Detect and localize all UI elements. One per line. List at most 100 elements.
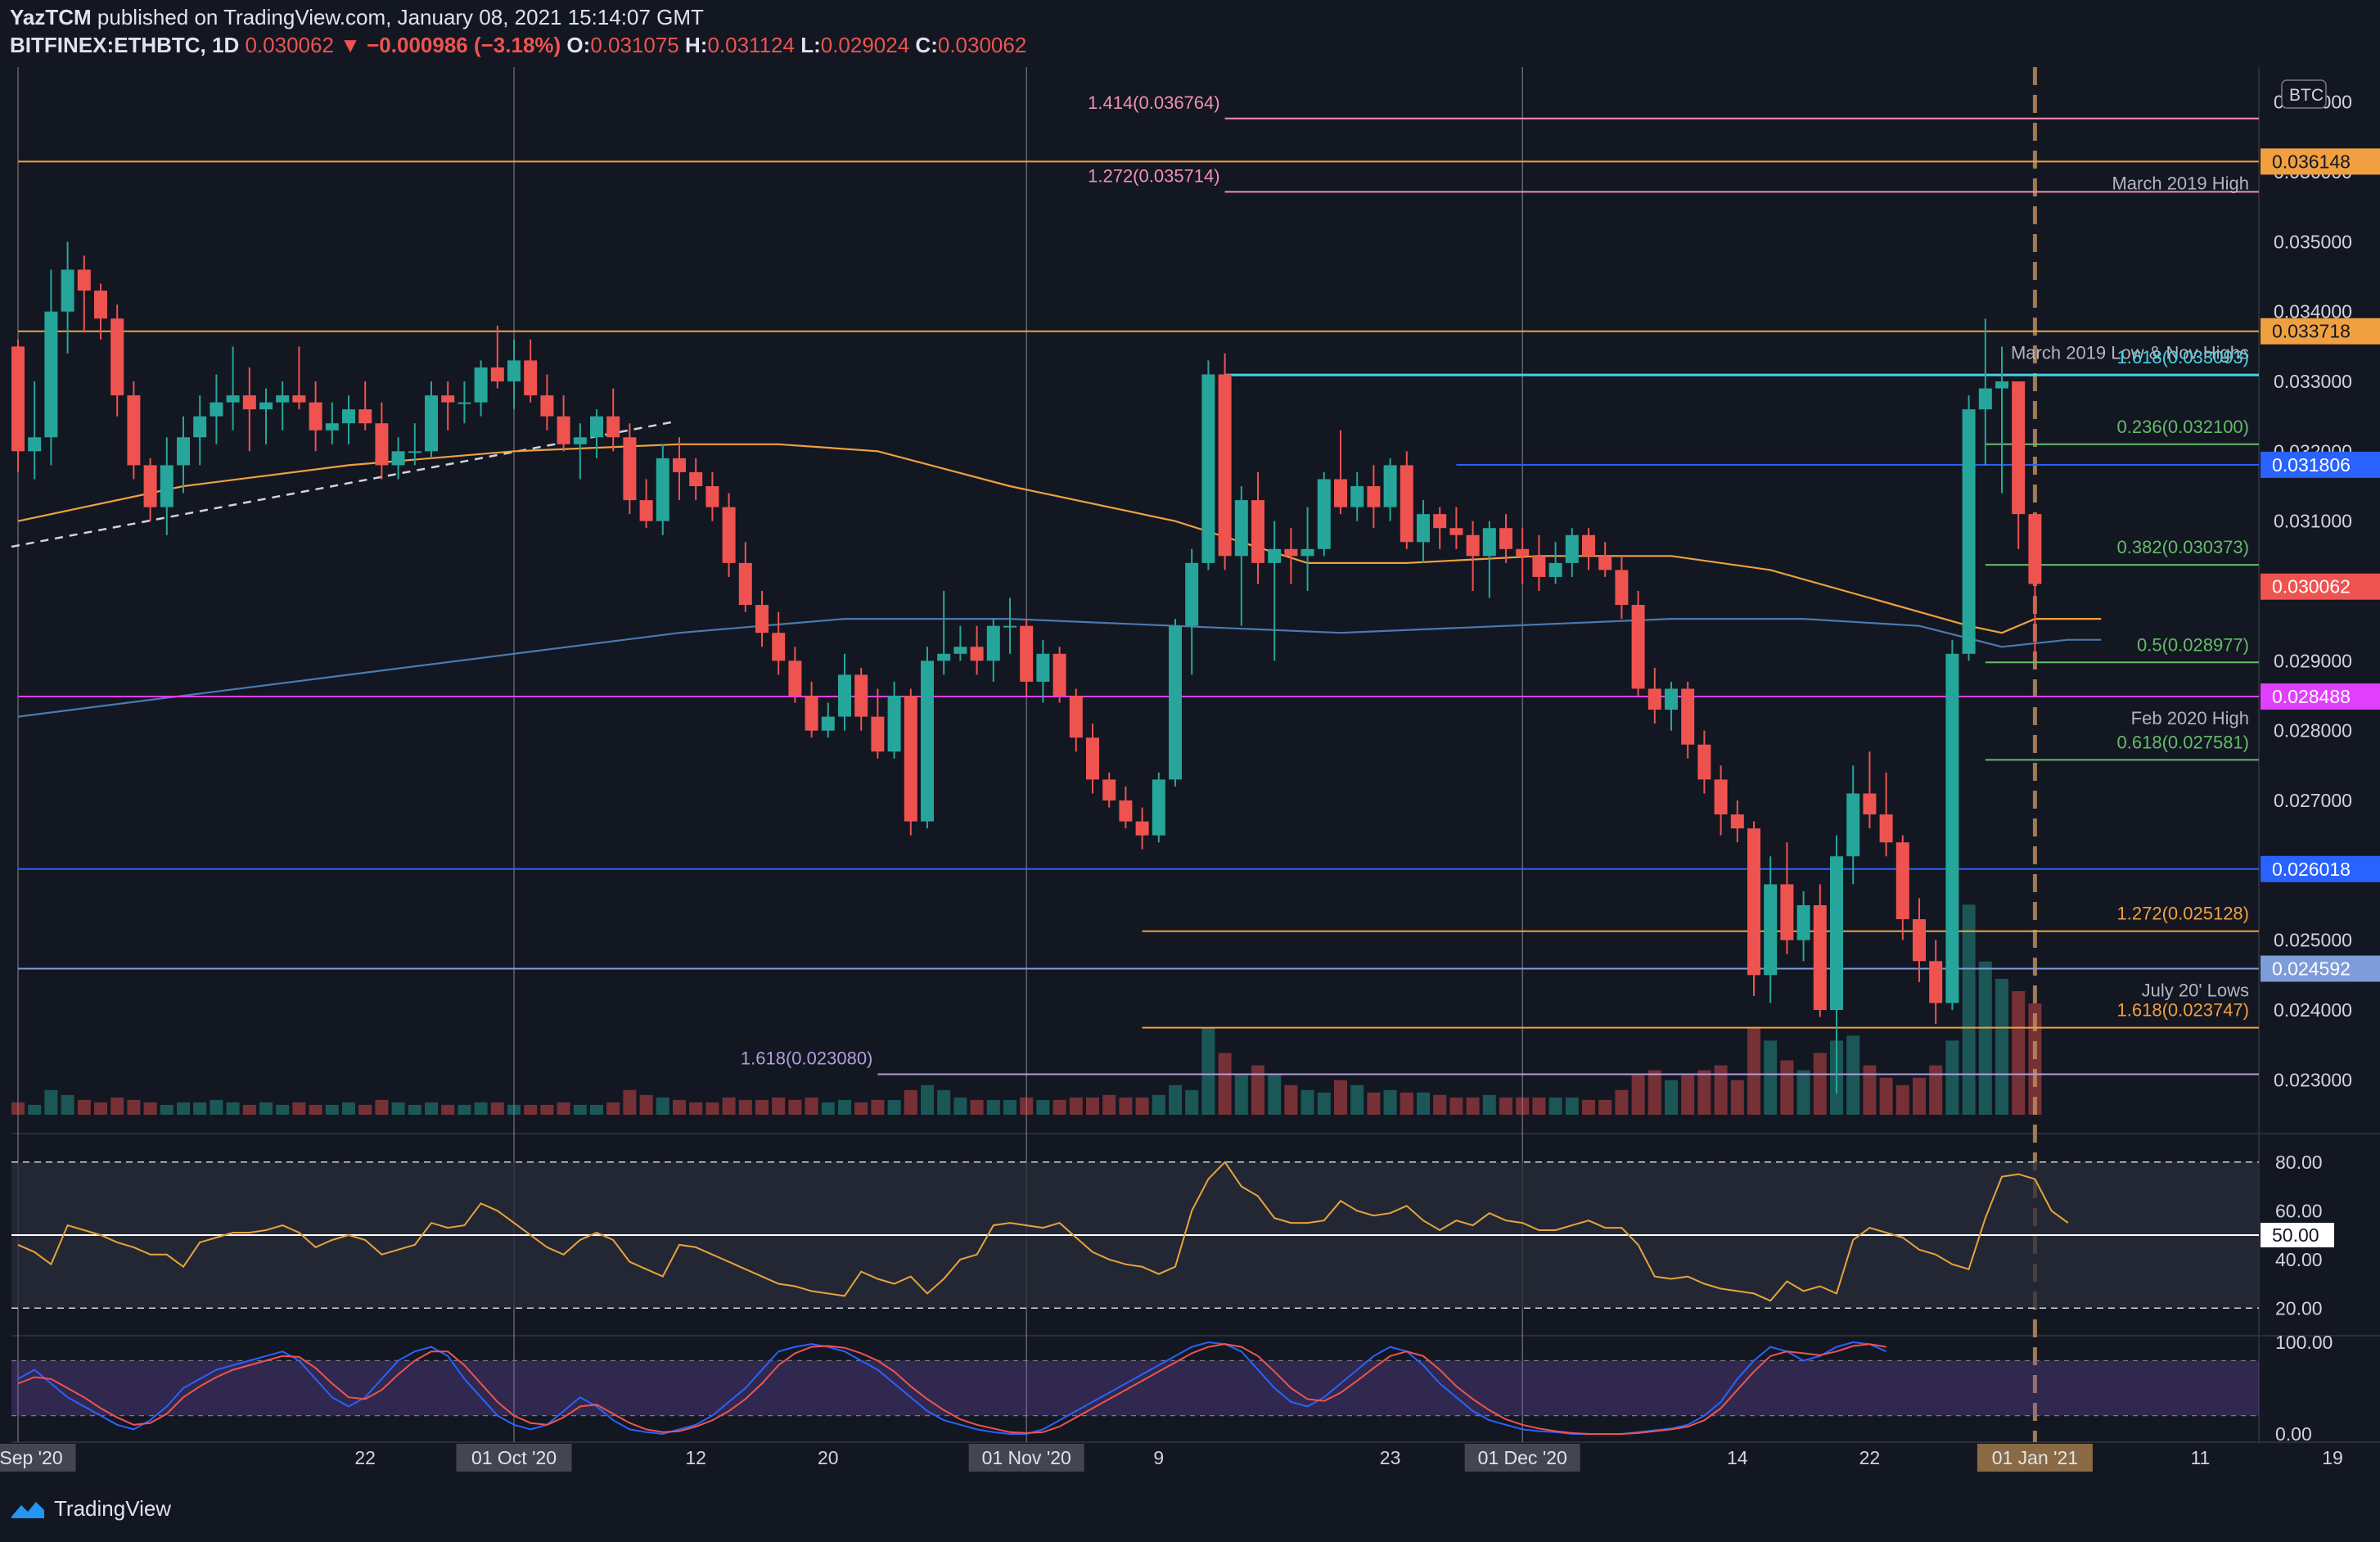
price-tick-label: 0.024000	[2274, 999, 2352, 1021]
volume-bar	[606, 1102, 620, 1115]
candle-body	[1995, 381, 2008, 389]
tradingview-logo-icon	[11, 1501, 44, 1518]
volume-bar	[1218, 1053, 1232, 1115]
level-note: Feb 2020 High	[2131, 708, 2249, 728]
time-axis-label: 01 Sep '20	[0, 1447, 63, 1468]
volume-bar	[160, 1104, 174, 1115]
fib-level-label: 1.414(0.036764)	[1088, 92, 1219, 113]
volume-bar	[1978, 961, 1992, 1115]
volume-bar	[887, 1099, 901, 1115]
rsi-level-tag-label: 50.00	[2272, 1224, 2319, 1246]
candle-body	[474, 367, 488, 403]
volume-bar	[1532, 1097, 1546, 1115]
candle-body	[871, 716, 885, 752]
volume-bar	[342, 1102, 355, 1115]
candle-body	[242, 395, 256, 410]
time-label-box	[1464, 1444, 1580, 1472]
volume-bar	[1995, 978, 2008, 1115]
volume-bar	[970, 1099, 984, 1115]
candle-body	[1830, 856, 1843, 1010]
price-tick-label: 0.033000	[2274, 371, 2352, 392]
volume-bar	[1548, 1097, 1562, 1115]
volume-bar	[921, 1084, 934, 1115]
fib-level-label: 1.618(0.023747)	[2117, 1000, 2249, 1021]
candle-body	[1747, 828, 1760, 976]
candle-body	[143, 465, 157, 507]
candle-body	[44, 311, 58, 438]
volume-bar	[788, 1099, 802, 1115]
rsi-tick-label: 80.00	[2275, 1152, 2323, 1173]
candle-body	[1367, 486, 1381, 507]
candle-body	[524, 360, 538, 396]
volume-bar	[1482, 1094, 1496, 1115]
candle-body	[1003, 625, 1016, 628]
candle-body	[722, 507, 736, 563]
volume-bar	[1234, 1075, 1248, 1115]
candle-body	[1251, 500, 1264, 563]
volume-bar	[1945, 1040, 1959, 1115]
fib-level-label: 1.272(0.025128)	[2117, 904, 2249, 924]
candle-body	[226, 395, 240, 403]
candle-body	[1516, 548, 1530, 557]
volume-bar	[458, 1104, 471, 1115]
volume-bar	[1152, 1094, 1165, 1115]
volume-bar	[1863, 1065, 1877, 1115]
candle-body	[1053, 653, 1066, 696]
volume-bar	[1201, 1028, 1215, 1115]
volume-bar	[292, 1102, 306, 1115]
moving-average-200	[17, 618, 2102, 718]
candle-body	[1234, 500, 1248, 557]
stoch-tick-label: 100.00	[2275, 1332, 2333, 1353]
candle-body	[210, 402, 223, 417]
candle-body	[2012, 381, 2026, 515]
candle-body	[1895, 842, 1909, 920]
candle-body	[689, 471, 703, 486]
volume-bar	[1730, 1080, 1744, 1115]
fib-level-label: 1.618(0.033093)	[2117, 347, 2249, 367]
candle-body	[1417, 514, 1430, 543]
volume-bar	[673, 1099, 686, 1115]
candle-body	[953, 647, 967, 654]
time-label-box	[1977, 1444, 2093, 1472]
price-tag-label: 0.024592	[2272, 958, 2351, 979]
fib-level-label: 0.618(0.027581)	[2117, 732, 2249, 752]
candle-body	[1185, 562, 1199, 626]
volume-bar	[755, 1099, 769, 1115]
candle-body	[1863, 793, 1877, 815]
volume-bar	[656, 1097, 669, 1115]
volume-bar	[77, 1099, 91, 1115]
volume-bar	[1053, 1099, 1066, 1115]
last-price: 0.030062	[245, 33, 334, 57]
volume-bar	[805, 1097, 818, 1115]
volume-bar	[94, 1102, 107, 1115]
currency-badge-label: BTC	[2289, 86, 2324, 105]
volume-bar	[705, 1102, 719, 1115]
time-axis-label: 22	[1859, 1447, 1881, 1468]
candle-body	[110, 318, 124, 396]
candle-body	[1135, 821, 1149, 836]
candle-body	[755, 605, 769, 633]
tradingview-footer[interactable]: TradingView	[10, 1496, 171, 1522]
last-price-tag-label: 0.030062	[2272, 576, 2351, 597]
candle-body	[1730, 814, 1744, 829]
candle-body	[177, 437, 190, 466]
fib-level-label: 1.272(0.035714)	[1088, 165, 1219, 186]
volume-bar	[540, 1104, 554, 1115]
price-tick-label: 0.035000	[2274, 231, 2352, 252]
candle-body	[342, 409, 355, 424]
candle-body	[788, 661, 802, 696]
fib-level-label: 0.382(0.030373)	[2117, 537, 2249, 557]
symbol-label[interactable]: BITFINEX:ETHBTC, 1D	[10, 33, 240, 57]
volume-bar	[1631, 1075, 1645, 1115]
time-label-box	[456, 1444, 572, 1472]
publisher-name[interactable]: YazTCM	[10, 5, 92, 29]
volume-bar	[1565, 1097, 1579, 1115]
candle-body	[11, 346, 25, 452]
volume-bar	[11, 1102, 25, 1115]
volume-bar	[1251, 1065, 1264, 1115]
time-axis-label: 01 Dec '20	[1478, 1447, 1567, 1468]
volume-bar	[1582, 1099, 1595, 1115]
price-tag-label: 0.026018	[2272, 859, 2351, 880]
candle-body	[1482, 528, 1496, 557]
